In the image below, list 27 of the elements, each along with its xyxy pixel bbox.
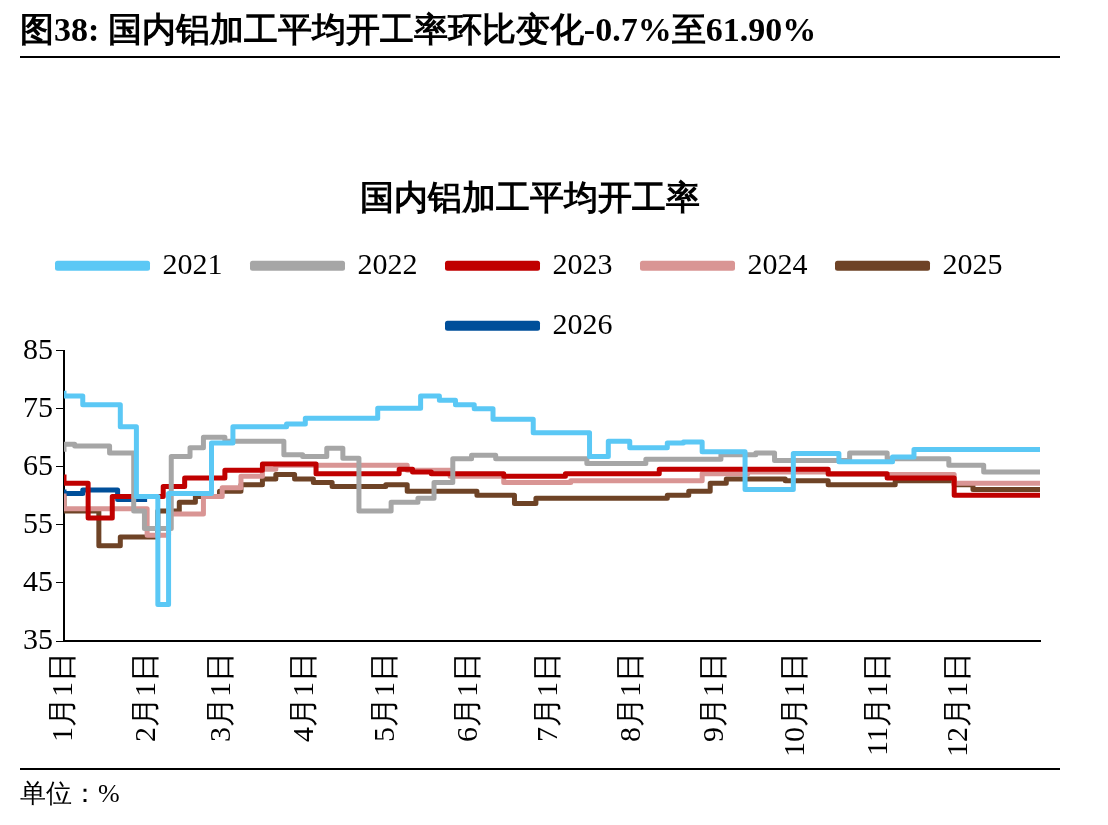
x-tick-label: 3月1日 — [203, 652, 237, 742]
y-tick-label: 45 — [23, 563, 53, 597]
x-tick-label: 4月1日 — [286, 652, 320, 742]
x-tick-label: 8月1日 — [613, 652, 647, 742]
x-tick-label: 1月1日 — [44, 652, 78, 742]
x-tick-label: 5月1日 — [366, 652, 400, 742]
text: 单位：% — [20, 768, 1060, 811]
x-tick-label: 2月1日 — [128, 652, 161, 742]
legend-label: 2025 — [942, 246, 1003, 280]
chart-title: 图38: 国内铝加工平均开工率环比变化-0.7%至61.90% — [20, 8, 1060, 58]
legend-label: 2023 — [552, 246, 613, 280]
x-tick-label: 10月1日 — [776, 652, 810, 757]
y-tick-label: 85 — [23, 331, 53, 365]
y-tick-label: 75 — [23, 389, 53, 423]
y-tick-label: 55 — [23, 505, 53, 539]
x-tick-label: 9月1日 — [696, 652, 730, 742]
legend-label: 2021 — [162, 246, 223, 280]
y-tick-label: 35 — [23, 621, 53, 655]
chart-subtitle: 国内铝加工平均开工率 — [360, 179, 700, 217]
legend-label: 2024 — [747, 246, 808, 280]
y-tick-label: 65 — [23, 447, 53, 481]
legend-label: 2022 — [357, 246, 418, 280]
x-tick-label: 11月1日 — [860, 652, 893, 756]
legend-label: 2026 — [552, 306, 613, 340]
x-tick-label: 7月1日 — [530, 652, 564, 742]
x-tick-label: 12月1日 — [940, 652, 974, 757]
x-tick-label: 6月1日 — [449, 652, 483, 742]
